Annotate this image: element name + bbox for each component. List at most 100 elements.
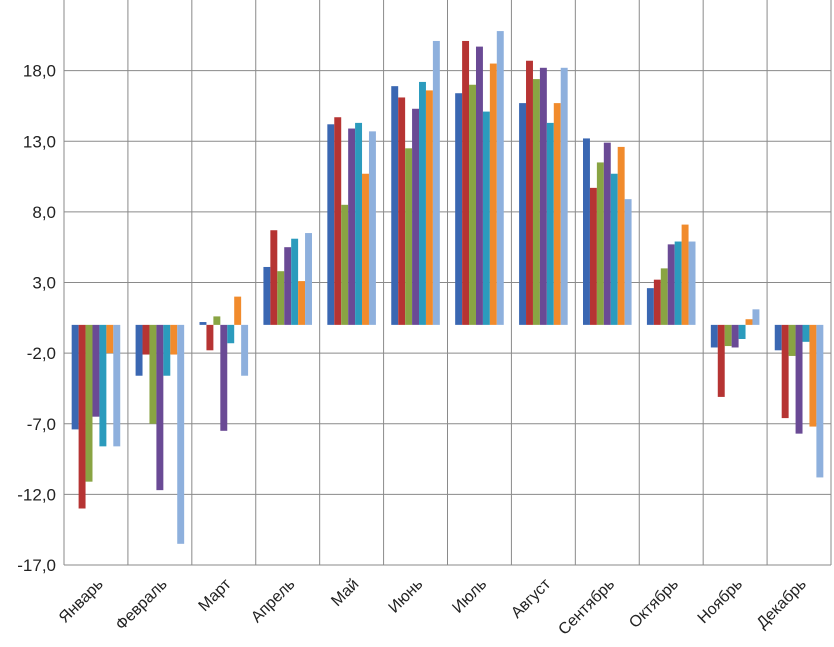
bar-3-series-5 (227, 324, 235, 344)
bar-2-series-5 (163, 324, 171, 376)
bar-1-series-7 (113, 324, 121, 447)
y-tick-label: -12,0 (17, 485, 56, 504)
x-category-label: Февраль (113, 576, 171, 634)
bar-2-series-4 (156, 324, 164, 491)
y-tick-label: 18,0 (23, 62, 56, 81)
y-tick-label: 3,0 (32, 274, 56, 293)
bar-10-series-7 (688, 241, 696, 325)
bar-1-series-2 (78, 324, 86, 509)
bar-5-series-7 (368, 131, 376, 325)
bar-12-series-3 (788, 324, 796, 356)
bar-2-series-6 (170, 324, 178, 355)
bar-6-series-6 (425, 90, 433, 325)
bar-9-series-1 (583, 138, 590, 325)
bar-11-series-5 (738, 324, 746, 339)
bar-6-series-7 (432, 40, 440, 325)
bar-3-series-7 (241, 324, 249, 376)
y-tick-label: -17,0 (17, 556, 56, 575)
bar-3-series-6 (234, 296, 242, 325)
bar-11-series-1 (710, 324, 718, 348)
bar-3-series-4 (220, 324, 228, 431)
x-category-label: Ноябрь (695, 576, 746, 627)
bar-9-series-3 (596, 162, 604, 325)
y-axis-labels: -17,0 -12,0 -7,0 -2,0 3,0 8,0 13,0 18,0 (17, 62, 56, 575)
bar-2-series-7 (177, 324, 185, 544)
bar-6-series-5 (419, 81, 426, 325)
bar-5-series-4 (348, 128, 356, 325)
bar-12-series-4 (795, 324, 803, 434)
bar-1-series-5 (99, 324, 107, 447)
x-category-label: Июль (449, 576, 490, 617)
bar-7-series-6 (489, 63, 497, 325)
bar-10-series-1 (646, 288, 654, 325)
bar-4-series-5 (291, 238, 299, 325)
bar-8-series-5 (546, 122, 554, 325)
x-category-label: Апрель (248, 576, 298, 626)
bar-10-series-6 (681, 224, 689, 325)
bar-8-series-2 (526, 60, 533, 325)
bar-5-series-2 (334, 117, 342, 325)
bar-1-series-1 (71, 324, 79, 430)
bar-1-series-3 (85, 324, 93, 482)
bar-9-series-2 (589, 187, 597, 325)
bar-7-series-5 (482, 111, 490, 325)
x-category-label: Январь (56, 576, 107, 627)
bar-6-series-4 (412, 108, 420, 325)
bar-7-series-1 (455, 93, 463, 325)
bar-12-series-7 (816, 324, 824, 478)
y-tick-label: -2,0 (27, 344, 56, 363)
bar-3-series-1 (199, 322, 207, 325)
bar-4-series-3 (277, 271, 285, 325)
bar-1-series-6 (106, 324, 114, 354)
bar-9-series-5 (610, 173, 618, 325)
bar-11-series-2 (717, 324, 725, 397)
bars-layer (71, 31, 824, 544)
x-category-label: Август (508, 575, 555, 622)
bar-10-series-2 (653, 279, 661, 325)
x-category-label: Июнь (386, 576, 427, 617)
bar-9-series-4 (603, 142, 611, 325)
y-tick-label: -7,0 (27, 415, 56, 434)
bar-7-series-4 (475, 46, 483, 325)
bar-1-series-4 (92, 324, 100, 417)
bar-9-series-7 (624, 199, 632, 325)
bar-12-series-1 (774, 324, 782, 351)
bar-8-series-3 (532, 79, 540, 325)
bar-7-series-2 (462, 40, 470, 325)
bar-5-series-3 (341, 204, 349, 325)
bar-2-series-2 (142, 324, 150, 355)
grid-layer (63, 0, 832, 566)
bar-2-series-3 (149, 324, 157, 424)
bar-4-series-1 (263, 266, 271, 325)
bar-8-series-4 (539, 67, 547, 325)
bar-6-series-3 (405, 148, 413, 325)
x-category-label: Октябрь (626, 576, 682, 632)
x-category-label: Сентябрь (555, 576, 618, 639)
bar-12-series-6 (809, 324, 817, 427)
bar-10-series-3 (660, 268, 668, 325)
y-tick-label: 8,0 (32, 203, 56, 222)
bar-10-series-5 (674, 241, 682, 325)
x-category-label: Март (196, 575, 236, 615)
bar-4-series-6 (298, 281, 306, 325)
bar-12-series-5 (802, 324, 810, 342)
bar-11-series-3 (724, 324, 732, 347)
bar-4-series-4 (284, 247, 292, 325)
y-tick-label: 13,0 (23, 132, 56, 151)
x-axis-labels: Январь Февраль Март Апрель Май Июнь Июль Август… (56, 575, 810, 638)
bar-5-series-1 (327, 124, 335, 325)
bar-12-series-2 (781, 324, 789, 419)
bar-7-series-7 (496, 31, 504, 325)
bar-6-series-1 (391, 86, 399, 325)
bar-5-series-5 (355, 122, 363, 325)
bar-3-series-2 (206, 324, 214, 351)
bar-11-series-4 (731, 324, 739, 348)
bar-8-series-7 (560, 67, 568, 325)
bar-6-series-2 (398, 97, 406, 325)
bar-7-series-3 (469, 84, 476, 325)
bar-4-series-2 (270, 230, 278, 325)
bar-8-series-6 (553, 103, 561, 325)
bar-5-series-6 (362, 173, 369, 325)
bar-3-series-3 (213, 316, 221, 325)
